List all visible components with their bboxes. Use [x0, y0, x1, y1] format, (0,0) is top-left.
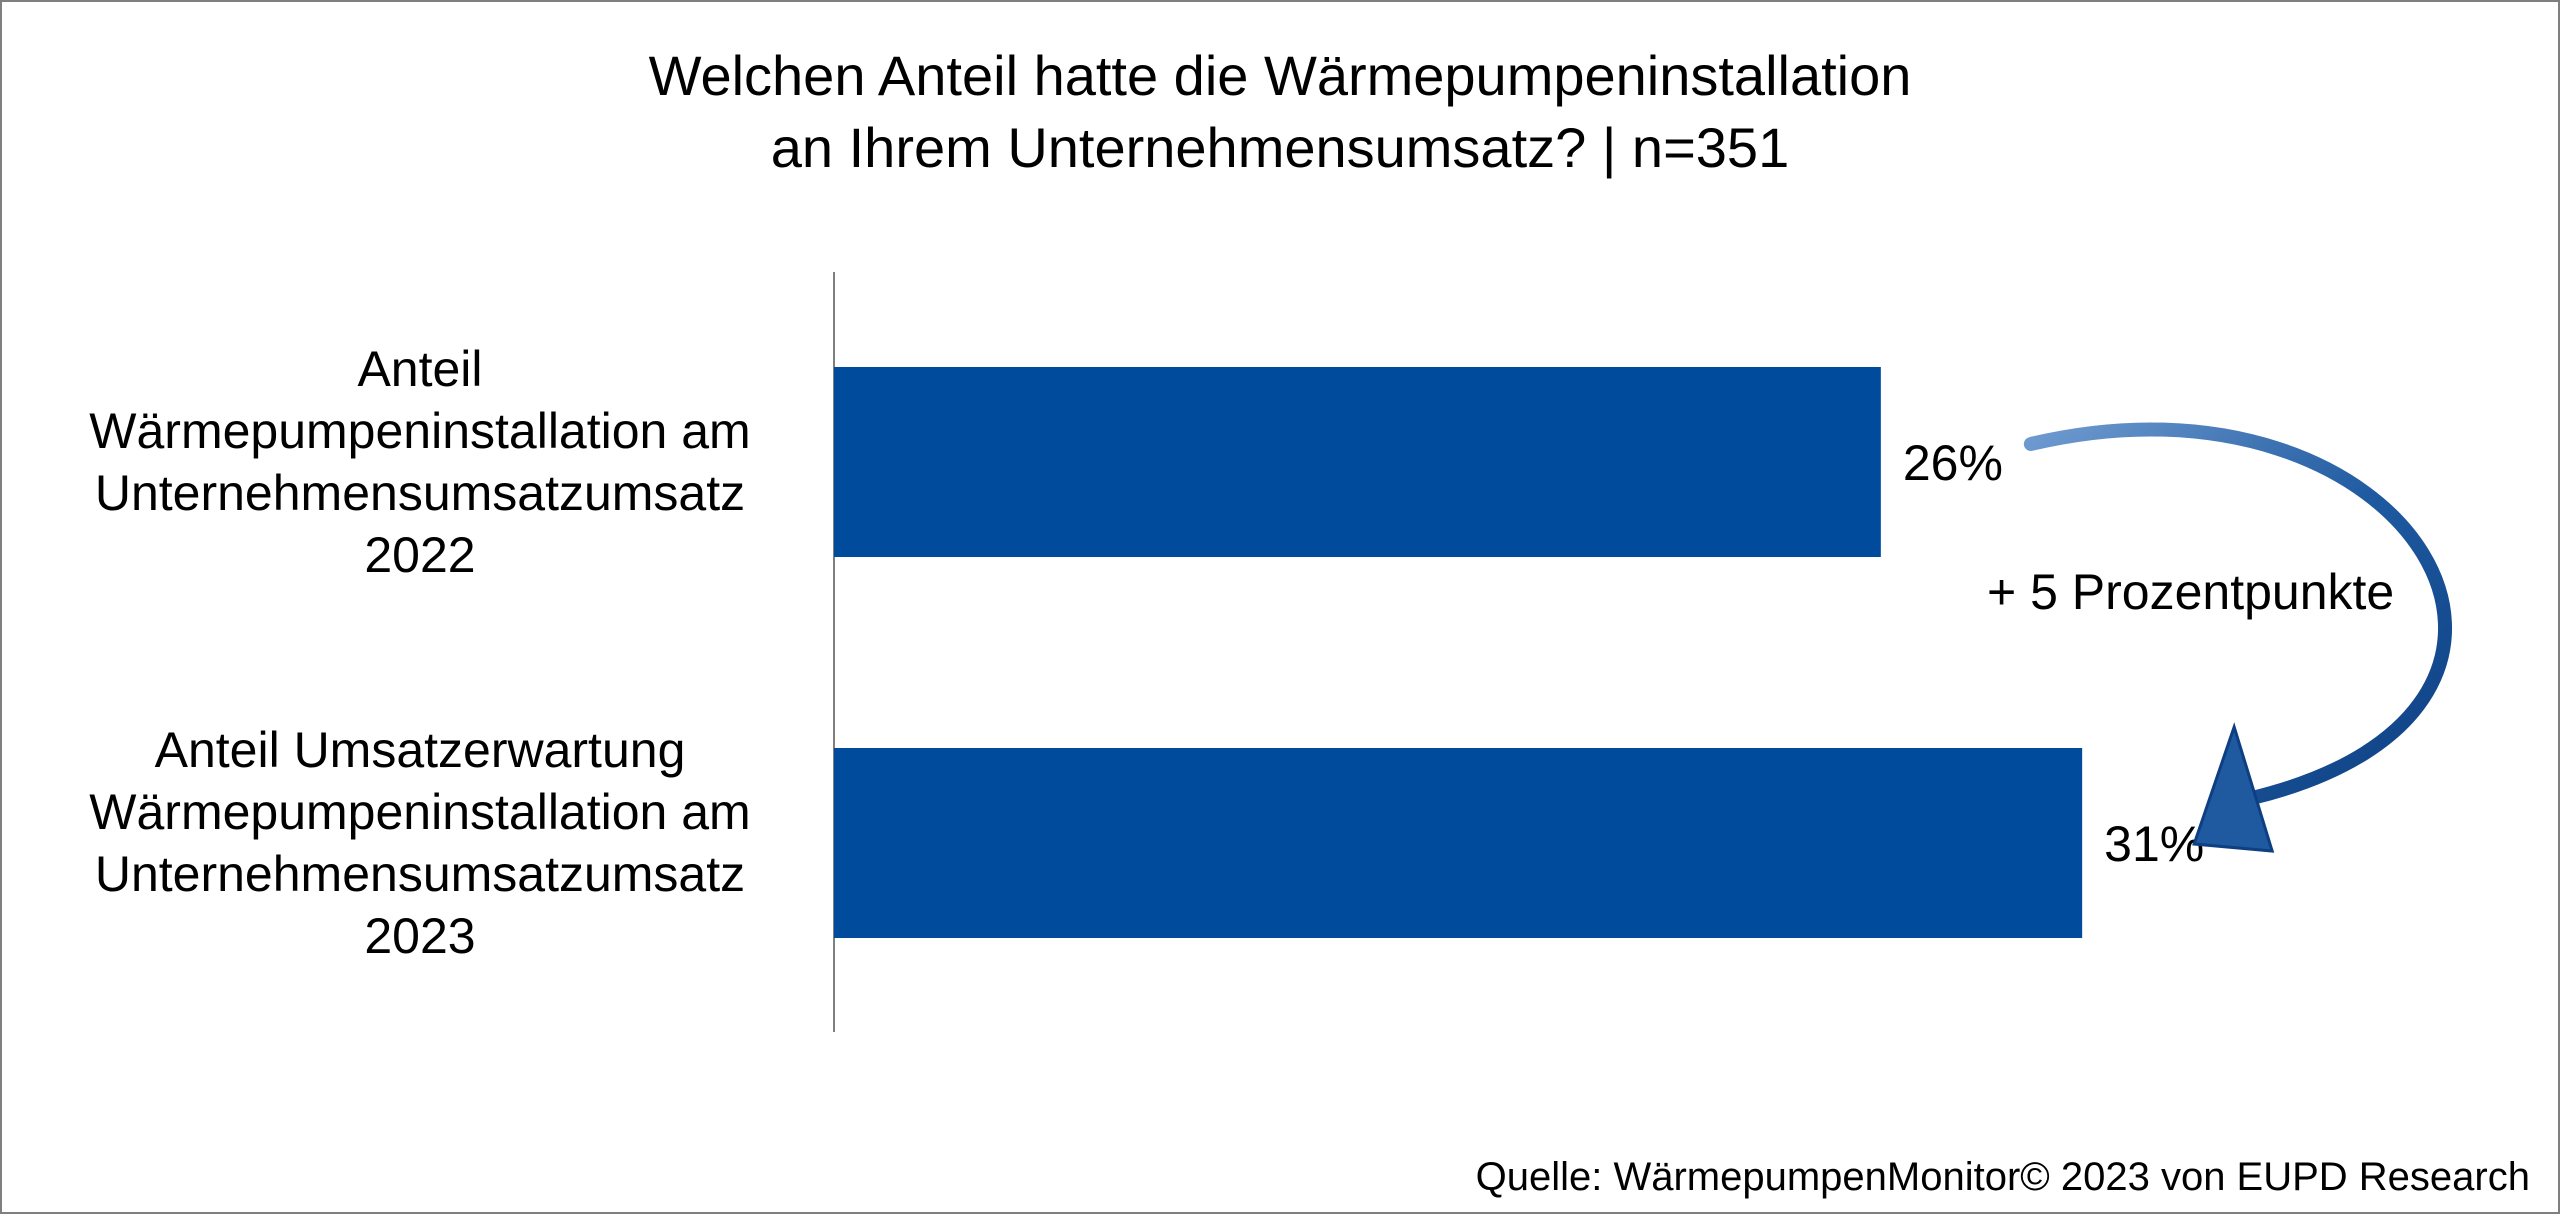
increase-arrow-head	[2192, 722, 2275, 853]
source-note: Quelle: WärmepumpenMonitor© 2023 von EUP…	[1475, 1155, 2530, 1199]
category-label-0-line-0: Anteil	[357, 341, 482, 397]
category-label-1-line-1: Wärmepumpeninstallation am	[89, 784, 750, 840]
value-label-1: 31%	[2104, 816, 2204, 872]
value-label-0: 26%	[1903, 435, 2003, 491]
category-label-1-line-2: Unternehmensumsatzumsatz	[95, 846, 745, 902]
category-label-0-line-2: Unternehmensumsatzumsatz	[95, 465, 745, 521]
annotation-label: + 5 Prozentpunkte	[1987, 564, 2394, 620]
category-label-1-line-3: 2023	[364, 908, 475, 964]
increase-arrow-path	[2023, 422, 2452, 805]
category-label-0-line-3: 2022	[364, 527, 475, 583]
chart-title-line-2: an Ihrem Unternehmensumsatz? | n=351	[770, 116, 1790, 179]
bar-0	[834, 367, 1881, 557]
chart-title: Welchen Anteil hatte die Wärmepumpeninst…	[0, 40, 2560, 184]
chart-title-line-1: Welchen Anteil hatte die Wärmepumpeninst…	[648, 44, 1912, 107]
category-label-0-line-1: Wärmepumpeninstallation am	[89, 403, 750, 459]
category-label-1-line-0: Anteil Umsatzerwartung	[155, 722, 686, 778]
bar-1	[834, 748, 2083, 938]
